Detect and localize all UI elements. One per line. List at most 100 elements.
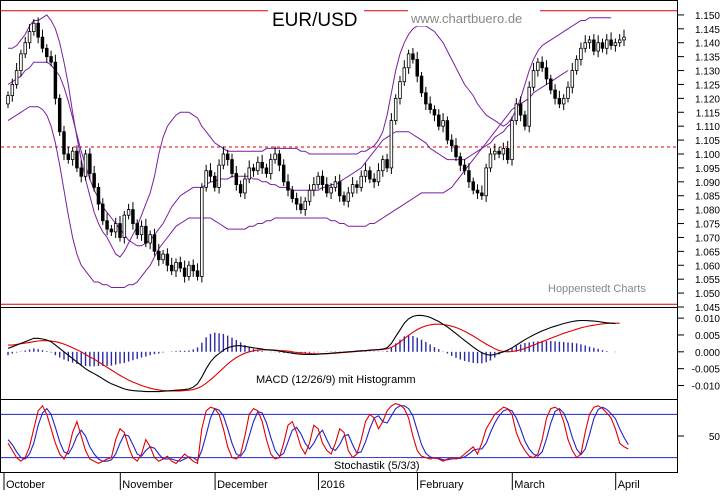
candle: [385, 159, 389, 169]
price-axis-tick-label: 1.060: [695, 261, 720, 272]
price-axis-tick-label: 1.125: [695, 80, 720, 91]
x-axis-tick-label: December: [217, 479, 268, 491]
candle: [49, 56, 53, 63]
x-axis-tick-label: February: [420, 479, 465, 491]
candle: [126, 209, 131, 216]
candle: [243, 178, 247, 194]
credit-text: Hoppenstedt Charts: [548, 283, 646, 295]
candle: [260, 161, 264, 169]
stochastic-panel-frame: [0, 399, 678, 473]
macd-label: MACD (12/26/9) mit Histogramm: [256, 374, 416, 386]
candle: [359, 175, 363, 188]
candle: [40, 36, 45, 49]
price-axis-tick-label: 1.085: [695, 192, 720, 203]
candle: [238, 184, 243, 194]
price-axis-tick-label: 1.105: [695, 136, 720, 147]
candle: [96, 186, 101, 205]
candle: [406, 53, 411, 69]
candle: [247, 167, 251, 180]
candle: [217, 164, 221, 188]
candle: [139, 225, 144, 236]
stochastic-label: Stochastik (5/3/3): [334, 460, 420, 472]
candle: [251, 167, 256, 172]
candle: [574, 59, 579, 71]
price-layer: [1, 10, 677, 305]
stochastic-k-line: [7, 403, 629, 465]
candle: [187, 264, 191, 277]
candle: [333, 181, 338, 188]
candle: [617, 39, 622, 44]
price-axis-tick-label: 1.065: [695, 247, 720, 258]
candle: [113, 223, 118, 233]
candle: [290, 189, 295, 199]
macd-axis-tick-label: -0.010: [692, 382, 721, 393]
candle: [182, 267, 187, 277]
candle: [398, 81, 402, 99]
candle: [6, 95, 10, 105]
price-axis-tick-label: 1.055: [695, 275, 720, 286]
watermark: www.chartbuero.de: [410, 11, 522, 26]
candle: [152, 234, 157, 252]
candle: [622, 36, 626, 41]
price-axis-tick-label: 1.095: [695, 164, 720, 175]
macd-axis-tick-label: 0.005: [695, 331, 720, 342]
candle: [381, 159, 385, 172]
candle: [368, 170, 372, 180]
candle: [161, 253, 165, 261]
candle: [428, 103, 432, 110]
stochastic-label-background: [331, 458, 407, 472]
candle: [600, 42, 605, 49]
candle: [307, 189, 312, 202]
candle: [195, 270, 200, 277]
candle: [536, 61, 540, 71]
watermark-background: [408, 9, 540, 26]
x-axis-tick-label: 2016: [320, 479, 344, 491]
chart-title: EUR/USD: [272, 10, 358, 31]
candle: [101, 203, 105, 222]
price-axis-tick-label: 1.090: [695, 178, 720, 189]
candle: [475, 189, 480, 194]
candle: [92, 173, 96, 188]
x-axis-tick-label: November: [122, 479, 173, 491]
candle: [497, 150, 501, 155]
candle: [583, 42, 587, 49]
candle: [484, 167, 488, 197]
candle: [148, 234, 152, 244]
candle: [411, 53, 415, 60]
price-axis-tick-label: 1.135: [695, 53, 720, 64]
candle: [204, 170, 208, 188]
price-axis-tick-label: 1.050: [695, 289, 720, 300]
price-axis-tick-label: 1.070: [695, 233, 720, 244]
candle: [62, 131, 66, 155]
stochastic-axis-tick-label: 50: [709, 432, 721, 443]
candle: [587, 39, 592, 44]
candle: [355, 184, 359, 188]
x-axis-tick-label: March: [514, 479, 545, 491]
price-axis-tick-label: 1.075: [695, 220, 720, 231]
candle: [393, 97, 398, 122]
candle: [312, 184, 316, 191]
candle: [342, 195, 346, 202]
candle: [605, 39, 609, 49]
price-axis-tick-label: 1.145: [695, 25, 720, 36]
candle: [277, 153, 282, 166]
candle: [208, 170, 213, 177]
candle: [493, 150, 497, 155]
candle: [32, 22, 36, 32]
price-axis-tick-label: 1.150: [695, 11, 720, 22]
macd-layer: [7, 314, 620, 393]
candle: [419, 75, 424, 94]
candle: [415, 59, 419, 77]
candle: [200, 186, 204, 277]
candle: [191, 264, 195, 272]
price-axis-tick-label: 1.115: [696, 108, 721, 119]
bollinger-upper-line: [8, 14, 612, 258]
candle: [329, 186, 333, 194]
candle: [256, 161, 260, 172]
candle: [514, 103, 519, 122]
candle: [23, 42, 27, 55]
candle: [303, 200, 307, 211]
candle: [553, 89, 557, 99]
candle: [609, 39, 613, 46]
